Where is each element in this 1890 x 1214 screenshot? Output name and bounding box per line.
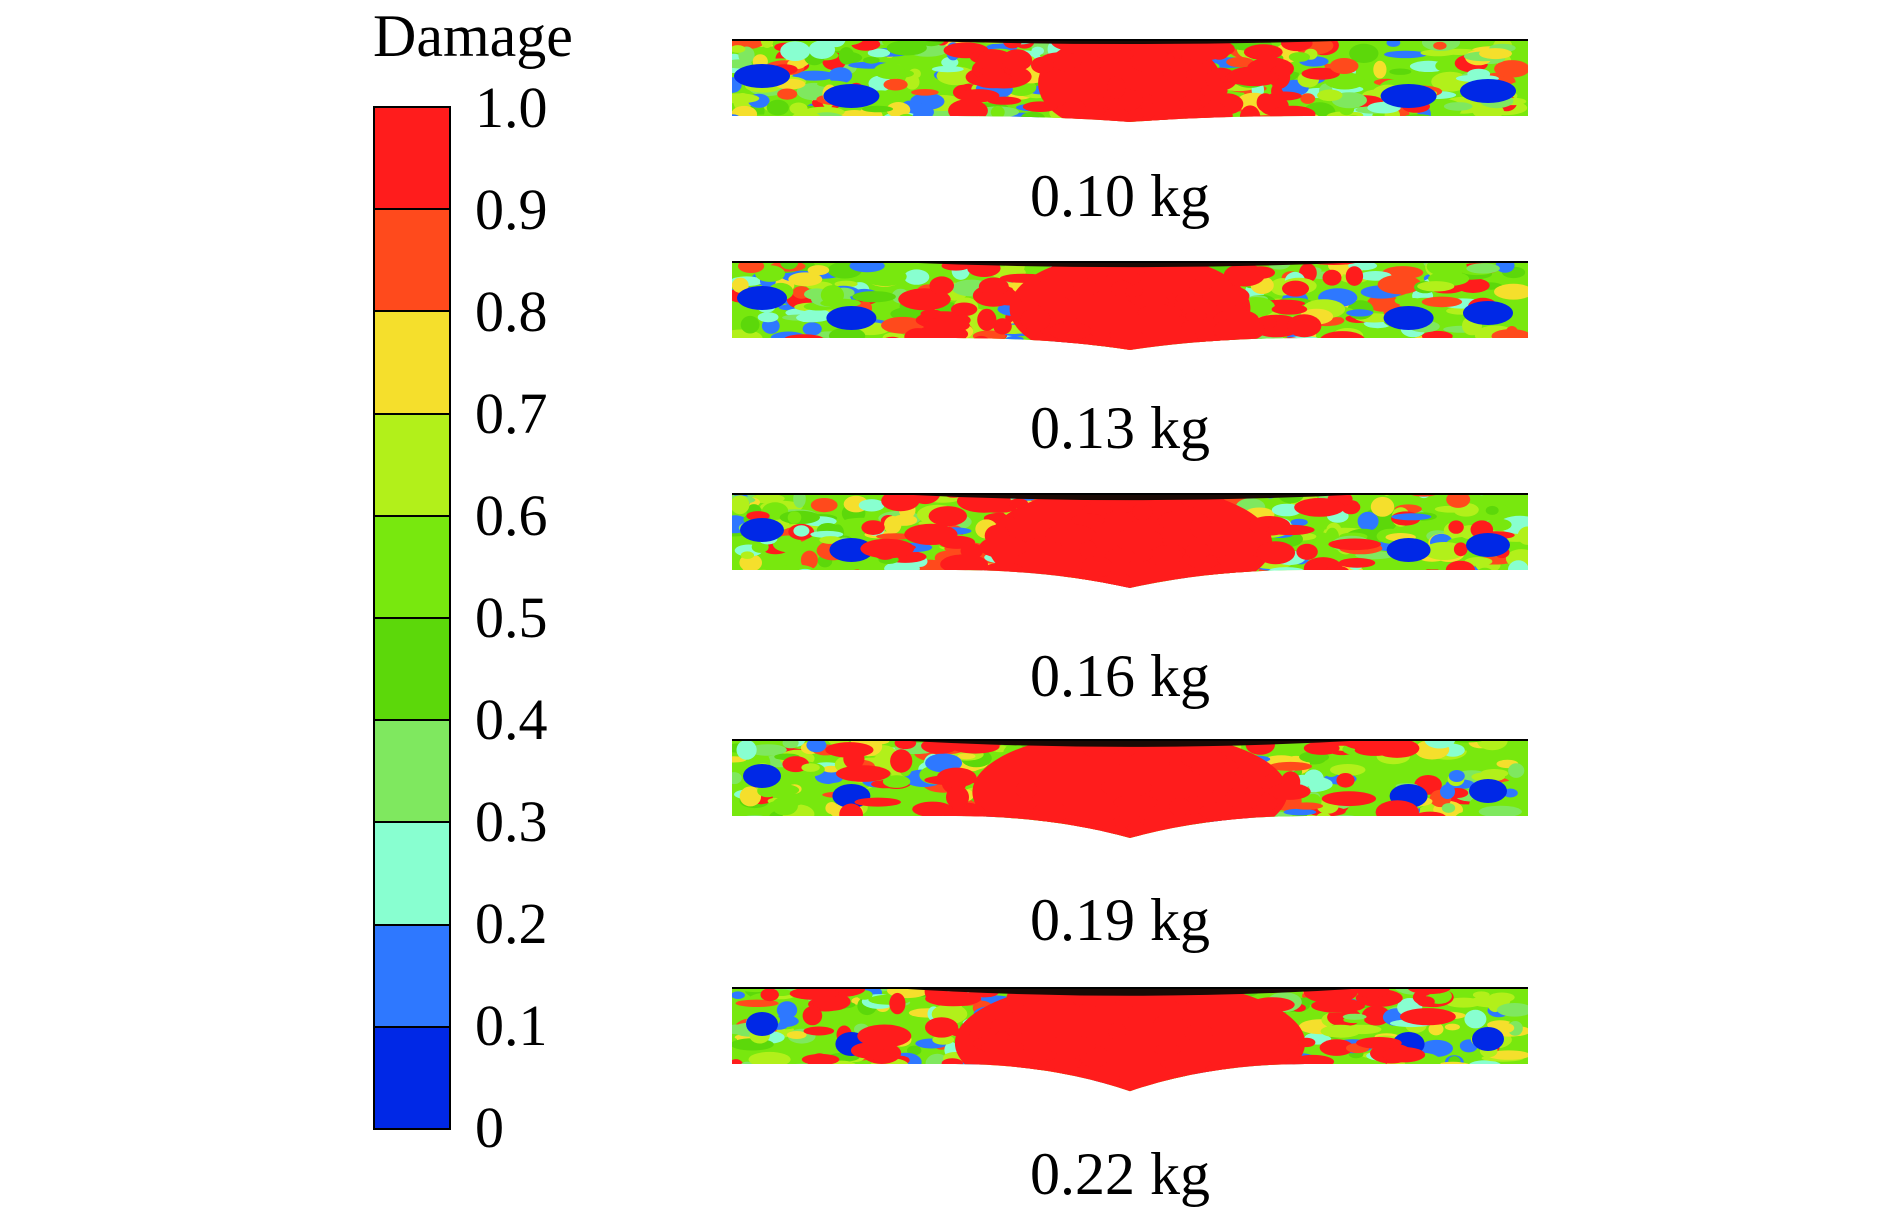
damage-panel xyxy=(732,984,1528,1110)
legend-segment xyxy=(375,108,449,211)
legend-tick-label: 0.8 xyxy=(475,279,548,344)
legend-tick-label: 0.9 xyxy=(475,177,548,242)
panel-caption: 0.13 kg xyxy=(1030,395,1210,461)
legend-tick-label: 0.2 xyxy=(475,891,548,956)
legend-segment xyxy=(375,721,449,824)
legend-segment xyxy=(375,619,449,722)
damage-panel xyxy=(732,736,1528,862)
legend-segment xyxy=(375,925,449,1028)
panel-caption: 0.19 kg xyxy=(1030,887,1210,953)
damage-panel xyxy=(732,36,1528,162)
legend-tick-label: 0.4 xyxy=(475,687,548,752)
legend-segment xyxy=(375,210,449,313)
legend-segment xyxy=(375,823,449,926)
legend-tick-label: 0.6 xyxy=(475,483,548,548)
legend-tick-label: 0.5 xyxy=(475,585,548,650)
legend-segment xyxy=(375,1027,449,1129)
panel-caption: 0.10 kg xyxy=(1030,163,1210,229)
legend-segment xyxy=(375,516,449,620)
damage-panel xyxy=(732,490,1528,616)
legend-segment xyxy=(375,312,449,415)
panel-caption: 0.16 kg xyxy=(1030,643,1210,709)
legend-tick-label: 1.0 xyxy=(475,75,548,140)
legend-segment xyxy=(375,414,449,517)
legend-tick-label: 0.3 xyxy=(475,789,548,854)
legend-tick-label: 0 xyxy=(475,1095,504,1160)
legend-tick-label: 0.1 xyxy=(475,993,548,1058)
legend-tick-label: 0.7 xyxy=(475,381,548,446)
damage-panel xyxy=(732,258,1528,384)
color-legend-bar xyxy=(373,106,451,1130)
legend-title: Damage xyxy=(373,3,573,69)
panel-caption: 0.22 kg xyxy=(1030,1141,1210,1207)
